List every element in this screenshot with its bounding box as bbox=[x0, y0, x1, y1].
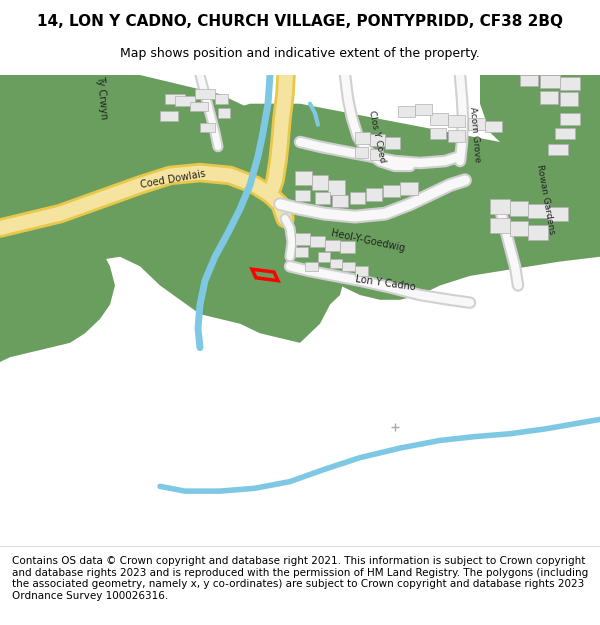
Polygon shape bbox=[548, 144, 568, 156]
Polygon shape bbox=[305, 261, 318, 271]
Polygon shape bbox=[330, 259, 342, 268]
Polygon shape bbox=[548, 207, 568, 221]
Polygon shape bbox=[325, 239, 340, 251]
Polygon shape bbox=[295, 190, 310, 201]
Polygon shape bbox=[528, 204, 548, 219]
Text: Clos Y Coed: Clos Y Coed bbox=[367, 109, 387, 163]
Polygon shape bbox=[448, 115, 465, 127]
Polygon shape bbox=[448, 131, 465, 142]
Polygon shape bbox=[560, 92, 578, 106]
Polygon shape bbox=[332, 194, 348, 207]
Text: Ty Crwyn: Ty Crwyn bbox=[95, 76, 109, 120]
Polygon shape bbox=[510, 221, 528, 236]
Polygon shape bbox=[315, 192, 330, 204]
Polygon shape bbox=[540, 91, 558, 104]
Polygon shape bbox=[310, 236, 325, 248]
Polygon shape bbox=[560, 77, 580, 90]
Text: Contains OS data © Crown copyright and database right 2021. This information is : Contains OS data © Crown copyright and d… bbox=[12, 556, 588, 601]
Polygon shape bbox=[385, 137, 400, 149]
Text: Heol-Y-Goedwig: Heol-Y-Goedwig bbox=[330, 229, 406, 254]
Polygon shape bbox=[328, 180, 345, 194]
Polygon shape bbox=[398, 106, 415, 117]
Polygon shape bbox=[0, 190, 115, 400]
Text: 14, LON Y CADNO, CHURCH VILLAGE, PONTYPRIDD, CF38 2BQ: 14, LON Y CADNO, CHURCH VILLAGE, PONTYPR… bbox=[37, 14, 563, 29]
Polygon shape bbox=[218, 109, 230, 118]
Polygon shape bbox=[190, 102, 208, 111]
Polygon shape bbox=[468, 118, 485, 131]
Polygon shape bbox=[175, 96, 195, 106]
Text: Coed Dowlais: Coed Dowlais bbox=[140, 169, 207, 190]
Polygon shape bbox=[366, 188, 382, 201]
Polygon shape bbox=[490, 199, 510, 214]
Polygon shape bbox=[400, 182, 418, 194]
Text: Map shows position and indicative extent of the property.: Map shows position and indicative extent… bbox=[120, 48, 480, 61]
Polygon shape bbox=[312, 176, 328, 190]
Polygon shape bbox=[0, 75, 110, 180]
Polygon shape bbox=[528, 225, 548, 239]
Polygon shape bbox=[370, 134, 385, 146]
Polygon shape bbox=[510, 201, 528, 216]
Polygon shape bbox=[342, 261, 355, 271]
Polygon shape bbox=[350, 192, 365, 204]
Polygon shape bbox=[318, 252, 330, 261]
Polygon shape bbox=[200, 123, 215, 132]
Polygon shape bbox=[520, 75, 538, 86]
Polygon shape bbox=[560, 113, 580, 125]
Text: Lon Y Cadno: Lon Y Cadno bbox=[355, 274, 416, 292]
Polygon shape bbox=[415, 104, 432, 115]
Text: Acorn Grove: Acorn Grove bbox=[468, 107, 482, 163]
Polygon shape bbox=[383, 185, 400, 198]
Polygon shape bbox=[540, 75, 560, 88]
Polygon shape bbox=[355, 132, 370, 144]
Polygon shape bbox=[295, 233, 310, 245]
Polygon shape bbox=[160, 111, 178, 121]
Polygon shape bbox=[0, 75, 80, 142]
Polygon shape bbox=[485, 121, 502, 132]
Polygon shape bbox=[480, 75, 600, 185]
Polygon shape bbox=[0, 75, 345, 544]
Polygon shape bbox=[355, 266, 368, 276]
Polygon shape bbox=[195, 89, 215, 99]
Polygon shape bbox=[165, 94, 185, 104]
Polygon shape bbox=[295, 248, 308, 257]
Polygon shape bbox=[340, 241, 355, 253]
Polygon shape bbox=[295, 171, 312, 185]
Polygon shape bbox=[490, 219, 510, 233]
Polygon shape bbox=[555, 127, 575, 139]
Polygon shape bbox=[220, 104, 600, 300]
Text: Rowan Gardens: Rowan Gardens bbox=[535, 164, 556, 235]
Polygon shape bbox=[355, 147, 368, 158]
Polygon shape bbox=[370, 149, 383, 160]
Polygon shape bbox=[430, 127, 446, 139]
Polygon shape bbox=[265, 156, 305, 199]
Polygon shape bbox=[215, 94, 228, 104]
Polygon shape bbox=[430, 113, 448, 125]
